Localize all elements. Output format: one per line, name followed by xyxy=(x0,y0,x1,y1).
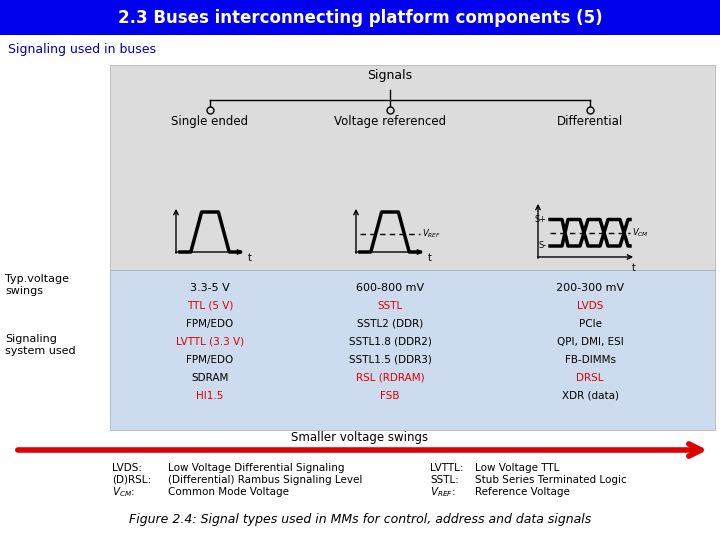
Text: HI1.5: HI1.5 xyxy=(197,391,224,401)
Text: Stub Series Terminated Logic: Stub Series Terminated Logic xyxy=(475,475,626,485)
Text: SSTL2 (DDR): SSTL2 (DDR) xyxy=(357,319,423,329)
Text: SSTL:: SSTL: xyxy=(430,475,459,485)
Text: (D)RSL:: (D)RSL: xyxy=(112,475,151,485)
Text: $V_{REF}$:: $V_{REF}$: xyxy=(430,485,456,499)
Text: 2.3 Buses interconnecting platform components (5): 2.3 Buses interconnecting platform compo… xyxy=(117,9,603,27)
Text: Differential: Differential xyxy=(557,115,623,128)
Text: Figure 2.4: Signal types used in MMs for control, address and data signals: Figure 2.4: Signal types used in MMs for… xyxy=(129,514,591,526)
Text: LVDS:: LVDS: xyxy=(112,463,142,473)
Text: Signals: Signals xyxy=(367,69,413,82)
Bar xyxy=(110,270,715,430)
Text: QPI, DMI, ESI: QPI, DMI, ESI xyxy=(557,337,624,347)
Text: Low Voltage Differential Signaling: Low Voltage Differential Signaling xyxy=(168,463,344,473)
Text: S+: S+ xyxy=(535,215,547,224)
Text: Smaller voltage swings: Smaller voltage swings xyxy=(292,430,428,443)
Text: Single ended: Single ended xyxy=(171,115,248,128)
Text: Low Voltage TTL: Low Voltage TTL xyxy=(475,463,559,473)
Text: Signaling used in buses: Signaling used in buses xyxy=(8,43,156,56)
Text: $V_{CM}$:: $V_{CM}$: xyxy=(112,485,135,499)
Text: S-: S- xyxy=(539,241,547,251)
Text: FPM/EDO: FPM/EDO xyxy=(186,319,233,329)
Text: SSTL1.8 (DDR2): SSTL1.8 (DDR2) xyxy=(348,337,431,347)
Text: t: t xyxy=(632,263,636,273)
Text: 200-300 mV: 200-300 mV xyxy=(556,283,624,293)
Text: XDR (data): XDR (data) xyxy=(562,391,618,401)
Text: 600-800 mV: 600-800 mV xyxy=(356,283,424,293)
Text: t: t xyxy=(248,253,252,263)
Text: Reference Voltage: Reference Voltage xyxy=(475,487,570,497)
Text: PCIe: PCIe xyxy=(578,319,601,329)
Text: LVTTL (3.3 V): LVTTL (3.3 V) xyxy=(176,337,244,347)
Text: Voltage referenced: Voltage referenced xyxy=(334,115,446,128)
Text: Typ.voltage
swings: Typ.voltage swings xyxy=(5,274,69,296)
Text: $V_{REF}$: $V_{REF}$ xyxy=(422,228,441,240)
Text: LVDS: LVDS xyxy=(577,301,603,311)
Text: FPM/EDO: FPM/EDO xyxy=(186,355,233,365)
Bar xyxy=(110,65,715,270)
Text: Common Mode Voltage: Common Mode Voltage xyxy=(168,487,289,497)
Text: FSB: FSB xyxy=(380,391,400,401)
Text: $V_{CM}$: $V_{CM}$ xyxy=(632,226,649,239)
Text: SDRAM: SDRAM xyxy=(192,373,229,383)
Bar xyxy=(0,0,720,35)
Text: DRSL: DRSL xyxy=(576,373,604,383)
Text: (Differential) Rambus Signaling Level: (Differential) Rambus Signaling Level xyxy=(168,475,362,485)
Text: LVTTL:: LVTTL: xyxy=(430,463,464,473)
Text: RSL (RDRAM): RSL (RDRAM) xyxy=(356,373,424,383)
Text: TTL (5 V): TTL (5 V) xyxy=(186,301,233,311)
Text: SSTL1.5 (DDR3): SSTL1.5 (DDR3) xyxy=(348,355,431,365)
Text: SSTL: SSTL xyxy=(377,301,402,311)
Text: t: t xyxy=(428,253,432,263)
Text: Signaling
system used: Signaling system used xyxy=(5,334,76,356)
Text: 3.3-5 V: 3.3-5 V xyxy=(190,283,230,293)
Text: FB-DIMMs: FB-DIMMs xyxy=(564,355,616,365)
